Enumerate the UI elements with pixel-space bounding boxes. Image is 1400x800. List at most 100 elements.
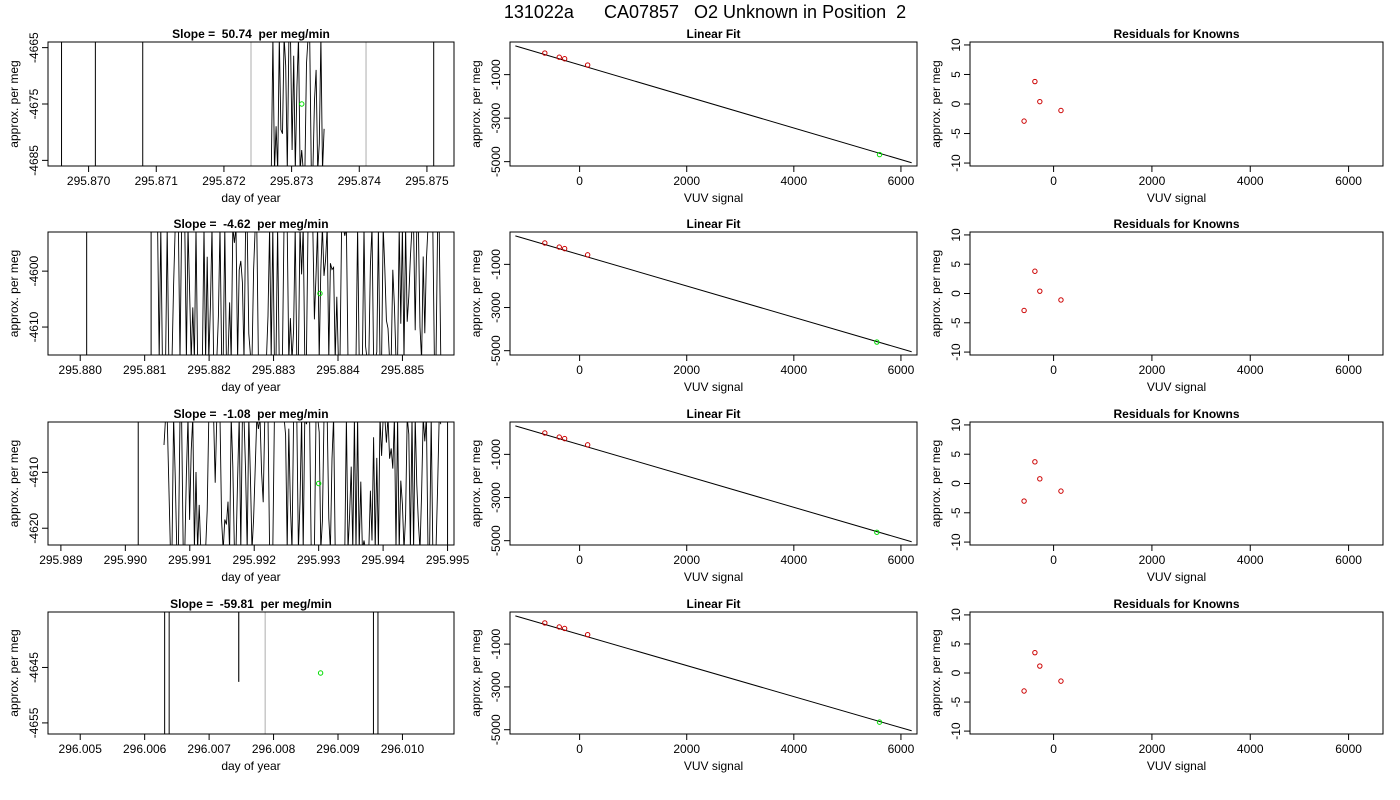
x-tick-label: 295.992 xyxy=(233,553,277,567)
y-tick-label: 10 xyxy=(949,38,963,52)
known-point xyxy=(1032,78,1038,85)
known-point xyxy=(1021,118,1027,124)
y-tick-label: -5 xyxy=(949,696,963,707)
plot-area xyxy=(515,615,912,732)
x-axis-label: VUV signal xyxy=(1147,759,1206,773)
known-point xyxy=(1037,663,1043,669)
x-axis-label: VUV signal xyxy=(684,380,743,394)
y-axis-label: approx. per meg xyxy=(469,250,483,337)
panel-r1-c2: Residuals for Knowns VUV signal approx. pe… xyxy=(929,217,1384,394)
plot-frame xyxy=(47,231,455,356)
panel-r3-c1: Linear Fit VUV signal approx. per meg 0 2000… xyxy=(469,597,918,773)
y-tick-label: -5000 xyxy=(489,714,503,745)
plot-area xyxy=(1021,649,1064,694)
plot-frame xyxy=(47,41,455,167)
plot-frame xyxy=(47,421,455,546)
x-tick-label: 6000 xyxy=(888,553,915,567)
y-tick-label: -10 xyxy=(949,343,963,361)
y-tick-label: -3000 xyxy=(489,292,503,323)
known-point xyxy=(561,56,568,62)
y-tick-label: -1000 xyxy=(489,628,503,659)
panel-title: Slope = -4.62 per meg/min xyxy=(173,217,328,231)
x-tick-label: 295.885 xyxy=(381,363,425,377)
y-tick-label: -4665 xyxy=(27,32,41,63)
y-tick-label: 5 xyxy=(949,71,963,78)
x-tick-label: 6000 xyxy=(1335,553,1362,567)
y-axis: -4610 -4620 xyxy=(27,457,48,544)
x-tick-label: 296.006 xyxy=(123,742,167,756)
x-axis-label: VUV signal xyxy=(1147,191,1206,205)
y-tick-label: -3000 xyxy=(489,102,503,133)
plot-area xyxy=(137,422,449,545)
y-tick-label: 0 xyxy=(949,290,963,297)
x-tick-label: 6000 xyxy=(888,363,915,377)
known-point xyxy=(561,245,568,252)
known-point xyxy=(1037,98,1043,105)
y-tick-label: -5 xyxy=(949,507,963,518)
x-axis: 0 2000 4000 6000 xyxy=(1050,734,1362,756)
x-tick-label: 295.881 xyxy=(123,363,167,377)
x-tick-label: 0 xyxy=(576,742,583,756)
fit-line xyxy=(515,615,912,732)
x-tick-label: 2000 xyxy=(1139,742,1166,756)
y-tick-label: -3000 xyxy=(489,671,503,702)
y-tick-label: -4675 xyxy=(27,88,41,119)
y-tick-label: -1000 xyxy=(489,59,503,90)
x-tick-label: 6000 xyxy=(1335,742,1362,756)
y-axis: -1000 -3000 -5000 xyxy=(489,249,510,366)
unknown-point xyxy=(299,101,305,107)
unknown-point xyxy=(317,290,323,297)
y-tick-label: -4685 xyxy=(27,145,41,176)
y-axis-label: approx. per meg xyxy=(7,440,21,527)
x-axis-label: day of year xyxy=(221,380,280,394)
x-tick-label: 2000 xyxy=(673,742,700,756)
x-axis: 0 2000 4000 6000 xyxy=(576,166,915,188)
x-axis: 0 2000 4000 6000 xyxy=(1050,545,1362,567)
y-tick-label: 0 xyxy=(949,100,963,107)
x-tick-label: 295.884 xyxy=(316,363,360,377)
x-tick-label: 295.875 xyxy=(405,174,449,188)
x-tick-label: 295.991 xyxy=(168,553,212,567)
y-axis-label: approx. per meg xyxy=(929,440,943,527)
panel-title: Slope = -1.08 per meg/min xyxy=(173,407,328,421)
x-tick-label: 295.882 xyxy=(187,363,231,377)
y-tick-label: -5000 xyxy=(489,335,503,366)
x-tick-label: 295.995 xyxy=(426,553,470,567)
panel-r3-c2: Residuals for Knowns VUV signal approx. pe… xyxy=(929,597,1384,773)
y-axis-label: approx. per meg xyxy=(469,440,483,527)
y-axis: -1000 -3000 -5000 xyxy=(489,59,510,177)
panel-r2-c1: Linear Fit VUV signal approx. per meg 0 2000… xyxy=(469,407,918,584)
x-axis-label: day of year xyxy=(221,759,280,773)
fit-line xyxy=(515,425,912,543)
known-point xyxy=(1032,459,1038,465)
y-tick-label: -4600 xyxy=(27,255,41,286)
y-axis: -10 -5 0 5 10 xyxy=(949,38,970,172)
known-point xyxy=(542,240,548,246)
known-point xyxy=(1058,297,1064,303)
x-tick-label: 296.010 xyxy=(381,742,425,756)
known-point xyxy=(1021,688,1027,694)
known-point xyxy=(1032,268,1038,274)
y-tick-label: -4620 xyxy=(27,513,41,544)
y-tick-label: -4610 xyxy=(27,311,41,342)
y-axis-label: approx. per meg xyxy=(929,250,943,337)
x-tick-label: 296.005 xyxy=(59,742,103,756)
plot-frame xyxy=(509,421,918,546)
y-axis-label: approx. per meg xyxy=(7,60,21,147)
plot-area xyxy=(86,232,442,355)
x-tick-label: 6000 xyxy=(1335,174,1362,188)
y-axis: -10 -5 0 5 10 xyxy=(949,228,970,361)
panel-r0-c0: Slope = 50.74 per meg/min day of year appr… xyxy=(7,27,455,205)
plot-frame xyxy=(509,41,918,167)
x-tick-label: 295.883 xyxy=(252,363,296,377)
y-axis: -10 -5 0 5 10 xyxy=(949,608,970,740)
unknown-point xyxy=(317,670,324,676)
known-point xyxy=(584,252,591,258)
x-tick-label: 4000 xyxy=(780,553,807,567)
y-tick-label: -4610 xyxy=(27,457,41,488)
unknown-point xyxy=(874,339,880,345)
data-trace xyxy=(270,42,325,166)
x-tick-label: 0 xyxy=(576,553,583,567)
x-tick-label: 295.872 xyxy=(202,174,246,188)
unknown-point xyxy=(876,151,883,158)
